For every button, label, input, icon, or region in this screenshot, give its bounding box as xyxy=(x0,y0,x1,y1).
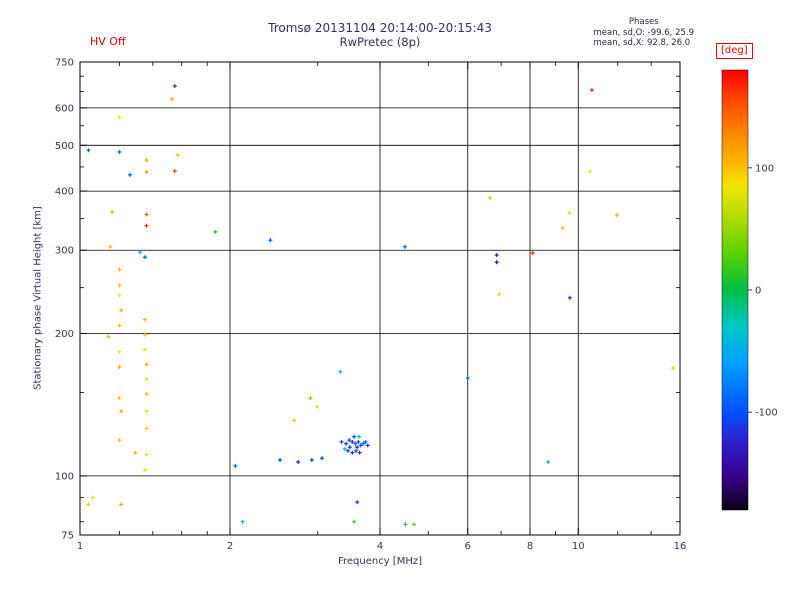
svg-text:600: 600 xyxy=(55,103,74,114)
svg-text:400: 400 xyxy=(55,187,74,198)
phase-stats: Phases mean, sd,O: -99.6, 25.9 mean, sd,… xyxy=(594,17,694,49)
svg-text:-100: -100 xyxy=(755,408,778,419)
axis-ticks xyxy=(79,61,681,536)
colorbar-unit-label: [deg] xyxy=(716,43,753,59)
hv-status: HV Off xyxy=(90,35,126,48)
svg-text:0: 0 xyxy=(755,286,761,297)
svg-text:300: 300 xyxy=(55,246,74,257)
svg-text:75: 75 xyxy=(61,531,74,542)
x-tick-labels: 1 2 4 6 8 10 16 xyxy=(77,541,687,552)
gridlines xyxy=(80,62,680,535)
svg-text:6: 6 xyxy=(465,541,471,552)
svg-text:4: 4 xyxy=(377,541,383,552)
x-axis-title: Frequency [MHz] xyxy=(337,556,423,567)
svg-text:100: 100 xyxy=(755,163,774,174)
svg-text:1: 1 xyxy=(77,541,83,552)
stats-line-o: mean, sd,O: -99.6, 25.9 xyxy=(593,27,694,38)
title-line1: Tromsø 20131104 20:14:00-20:15:43 xyxy=(268,21,492,35)
svg-text:8: 8 xyxy=(527,541,533,552)
colorbar: 100 0 -100 xyxy=(721,69,778,511)
stats-title: Phases xyxy=(628,17,659,27)
title-line2: RwPretec (8p) xyxy=(339,34,421,49)
svg-text:750: 750 xyxy=(55,58,74,69)
svg-text:2: 2 xyxy=(227,541,233,552)
y-tick-labels: 750 600 500 400 300 200 100 75 xyxy=(55,58,74,542)
stats-line-x: mean, sd,X: 92.8, 26.0 xyxy=(593,38,691,49)
svg-text:100: 100 xyxy=(55,471,74,482)
svg-text:500: 500 xyxy=(55,141,74,152)
svg-text:10: 10 xyxy=(572,541,585,552)
plot-title: Tromsø 20131104 20:14:00-20:15:43 RwPret… xyxy=(0,21,760,49)
svg-text:200: 200 xyxy=(55,329,74,340)
data-points xyxy=(86,84,676,527)
svg-text:16: 16 xyxy=(674,541,687,552)
